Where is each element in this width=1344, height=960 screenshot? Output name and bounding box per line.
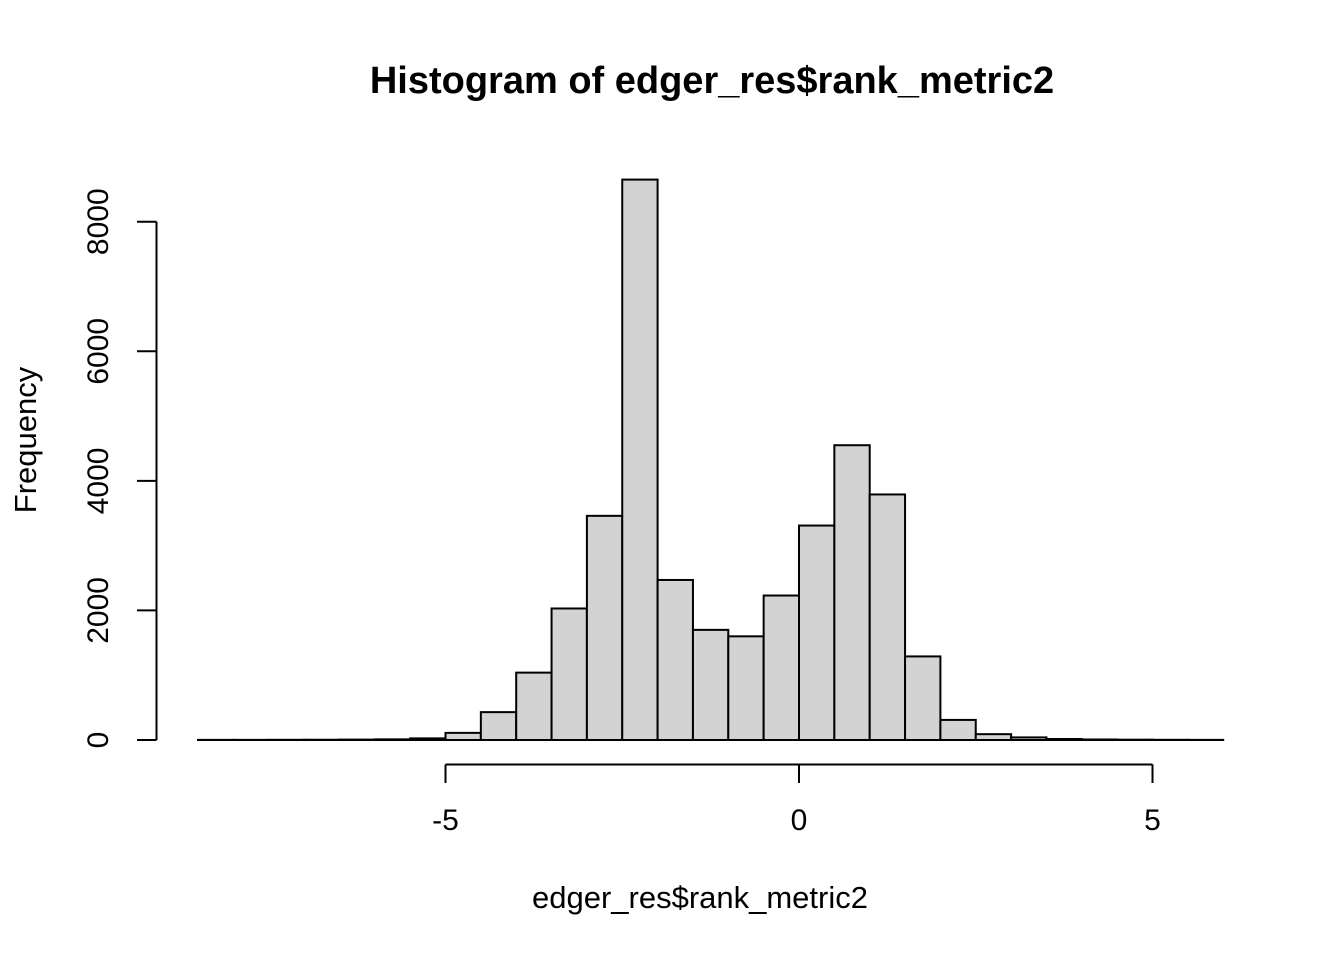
histogram-bar	[1010, 736, 1048, 741]
histogram-bar	[762, 594, 801, 742]
y-tick-label: 8000	[82, 188, 115, 255]
histogram-bar	[444, 731, 482, 741]
histogram-bar	[904, 655, 942, 741]
histogram-bar	[373, 738, 412, 741]
x-tick-label: -5	[432, 804, 459, 837]
y-tick-label: 0	[82, 732, 115, 749]
histogram-bar	[974, 733, 1013, 741]
y-tick-label: 4000	[82, 448, 115, 515]
histogram-bar	[727, 635, 765, 742]
histogram-bar	[691, 628, 730, 741]
histogram-bar	[1080, 738, 1119, 741]
y-tick-label: 6000	[82, 318, 115, 385]
histogram-bar	[479, 711, 518, 742]
histogram-bar	[515, 671, 553, 741]
y-axis-label: Frequency	[8, 366, 43, 513]
histogram-bar	[585, 514, 624, 742]
histogram-bar	[656, 578, 694, 741]
histogram-bar	[868, 493, 907, 741]
histogram-bar	[621, 178, 659, 741]
histogram-bar	[833, 444, 871, 741]
x-tick-label: 5	[1144, 804, 1161, 837]
histogram-bars	[197, 178, 1225, 742]
histogram-bar	[798, 524, 836, 741]
chart-title: Histogram of edger_res$rank_metric2	[370, 60, 1054, 102]
x-tick-label: 0	[791, 804, 808, 837]
x-axis-label: edger_res$rank_metric2	[532, 880, 868, 915]
axes: 0 2000 4000 6000 8000 -5 0 5	[82, 188, 1161, 837]
histogram-bar	[939, 718, 977, 741]
histogram-bar	[409, 737, 447, 742]
histogram-bar	[550, 607, 588, 741]
y-tick-label: 2000	[82, 577, 115, 644]
histogram-bar	[1045, 738, 1083, 742]
